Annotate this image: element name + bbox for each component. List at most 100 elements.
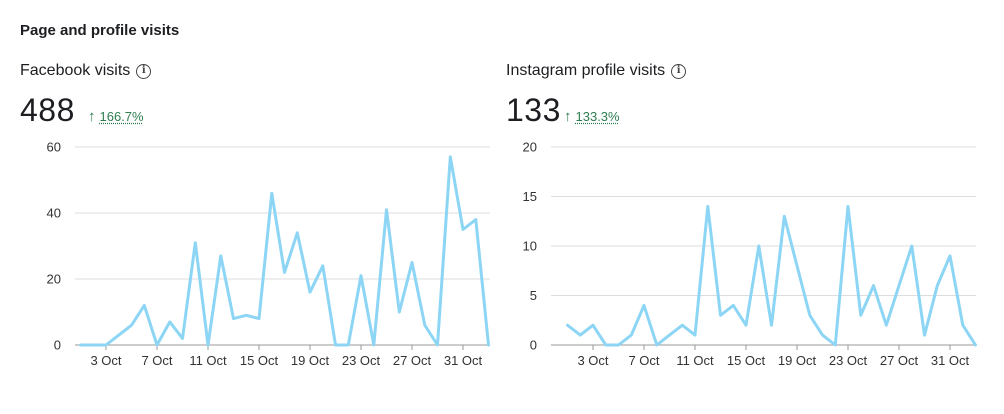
data-point[interactable]	[755, 242, 763, 250]
info-icon[interactable]: i	[671, 63, 687, 79]
facebook-visits-label: Facebook visits	[20, 62, 131, 79]
y-tick-label: 10	[523, 239, 537, 254]
data-point[interactable]	[959, 321, 967, 329]
data-point[interactable]	[627, 331, 635, 339]
data-point[interactable]	[179, 334, 187, 342]
data-point[interactable]	[704, 202, 712, 210]
data-point[interactable]	[344, 341, 352, 349]
x-tick-label: 7 Oct	[628, 353, 659, 368]
x-tick-label: 31 Oct	[931, 353, 970, 368]
data-point[interactable]	[255, 315, 263, 323]
data-point[interactable]	[459, 226, 467, 234]
facebook-visits-change: ↑ 166.7%	[88, 108, 144, 125]
data-point[interactable]	[319, 262, 327, 270]
y-tick-label: 20	[523, 140, 537, 155]
data-point[interactable]	[640, 301, 648, 309]
data-point[interactable]	[128, 321, 136, 329]
data-point[interactable]	[882, 321, 890, 329]
x-tick-label: 23 Oct	[829, 353, 868, 368]
data-point[interactable]	[576, 331, 584, 339]
data-point[interactable]	[421, 321, 429, 329]
data-point[interactable]	[217, 252, 225, 260]
data-point[interactable]	[204, 341, 212, 349]
data-point[interactable]	[946, 252, 954, 260]
data-point[interactable]	[357, 272, 365, 280]
x-tick-label: 27 Oct	[880, 353, 919, 368]
instagram-visits-value: 133	[506, 92, 561, 128]
data-point[interactable]	[446, 153, 454, 161]
data-point[interactable]	[115, 331, 123, 339]
data-point[interactable]	[370, 341, 378, 349]
data-point[interactable]	[972, 341, 980, 349]
x-tick-label: 11 Oct	[189, 353, 227, 368]
data-point[interactable]	[870, 282, 878, 290]
x-tick-label: 23 Oct	[342, 353, 381, 368]
y-tick-label: 60	[47, 140, 61, 155]
data-point[interactable]	[408, 259, 416, 267]
data-point[interactable]	[434, 341, 442, 349]
x-tick-label: 31 Oct	[444, 353, 483, 368]
data-point[interactable]	[89, 341, 97, 349]
data-point[interactable]	[102, 341, 110, 349]
data-point[interactable]	[140, 301, 148, 309]
data-point[interactable]	[691, 331, 699, 339]
series-line[interactable]	[566, 204, 977, 347]
data-point[interactable]	[921, 331, 929, 339]
facebook-visits-value: 488	[20, 92, 75, 128]
data-point[interactable]	[395, 308, 403, 316]
data-point[interactable]	[653, 341, 661, 349]
data-point[interactable]	[589, 321, 597, 329]
data-point[interactable]	[230, 315, 238, 323]
data-point[interactable]	[768, 321, 776, 329]
facebook-visits-change-value[interactable]: 166.7%	[99, 109, 144, 124]
x-tick-label: 7 Oct	[141, 353, 172, 368]
data-point[interactable]	[77, 341, 85, 349]
info-icon[interactable]: i	[136, 63, 152, 79]
x-tick-label: 27 Oct	[393, 353, 432, 368]
data-point[interactable]	[383, 206, 391, 214]
data-point[interactable]	[332, 341, 340, 349]
facebook-visits-chart: 0 20 40 60 3 Oct 7 Oct 11 Oct 15 Oct 19 Oct 23 Oc…	[47, 140, 493, 368]
data-point[interactable]	[191, 239, 199, 247]
data-point[interactable]	[472, 216, 480, 224]
x-tick-label: 19 Oct	[291, 353, 330, 368]
data-point[interactable]	[678, 321, 686, 329]
data-point[interactable]	[895, 282, 903, 290]
data-point[interactable]	[844, 202, 852, 210]
data-point[interactable]	[933, 282, 941, 290]
x-tick-label: 11 Oct	[676, 353, 714, 368]
instagram-visits-panel: Instagram profile visits i 133 ↑ 133.3% …	[506, 58, 986, 398]
instagram-visits-change-value[interactable]: 133.3%	[575, 109, 620, 124]
data-point[interactable]	[742, 321, 750, 329]
data-point[interactable]	[153, 341, 161, 349]
data-point[interactable]	[819, 331, 827, 339]
x-tick-label: 15 Oct	[727, 353, 766, 368]
data-point[interactable]	[281, 268, 289, 276]
arrow-up-icon: ↑	[564, 108, 572, 125]
data-point[interactable]	[306, 288, 314, 296]
arrow-up-icon: ↑	[88, 108, 96, 125]
data-point[interactable]	[166, 318, 174, 326]
instagram-visits-chart: 0 5 10 15 20 3 Oct 7 Oct 11 Oct 15 Oct 19 Oct 23 O…	[523, 140, 980, 368]
x-tick-label: 3 Oct	[577, 353, 608, 368]
series-line[interactable]	[79, 155, 490, 347]
data-point[interactable]	[831, 341, 839, 349]
y-tick-label: 40	[47, 206, 61, 221]
data-point[interactable]	[780, 212, 788, 220]
data-point[interactable]	[602, 341, 610, 349]
data-point[interactable]	[293, 229, 301, 237]
data-point[interactable]	[793, 262, 801, 270]
data-point[interactable]	[806, 311, 814, 319]
data-point[interactable]	[615, 341, 623, 349]
data-point[interactable]	[564, 321, 572, 329]
data-point[interactable]	[268, 189, 276, 197]
instagram-visits-change: ↑ 133.3%	[564, 108, 620, 125]
data-point[interactable]	[717, 311, 725, 319]
data-point[interactable]	[666, 331, 674, 339]
data-point[interactable]	[908, 242, 916, 250]
x-tick-label: 19 Oct	[778, 353, 817, 368]
data-point[interactable]	[485, 341, 493, 349]
data-point[interactable]	[729, 301, 737, 309]
data-point[interactable]	[242, 311, 250, 319]
data-point[interactable]	[857, 311, 865, 319]
